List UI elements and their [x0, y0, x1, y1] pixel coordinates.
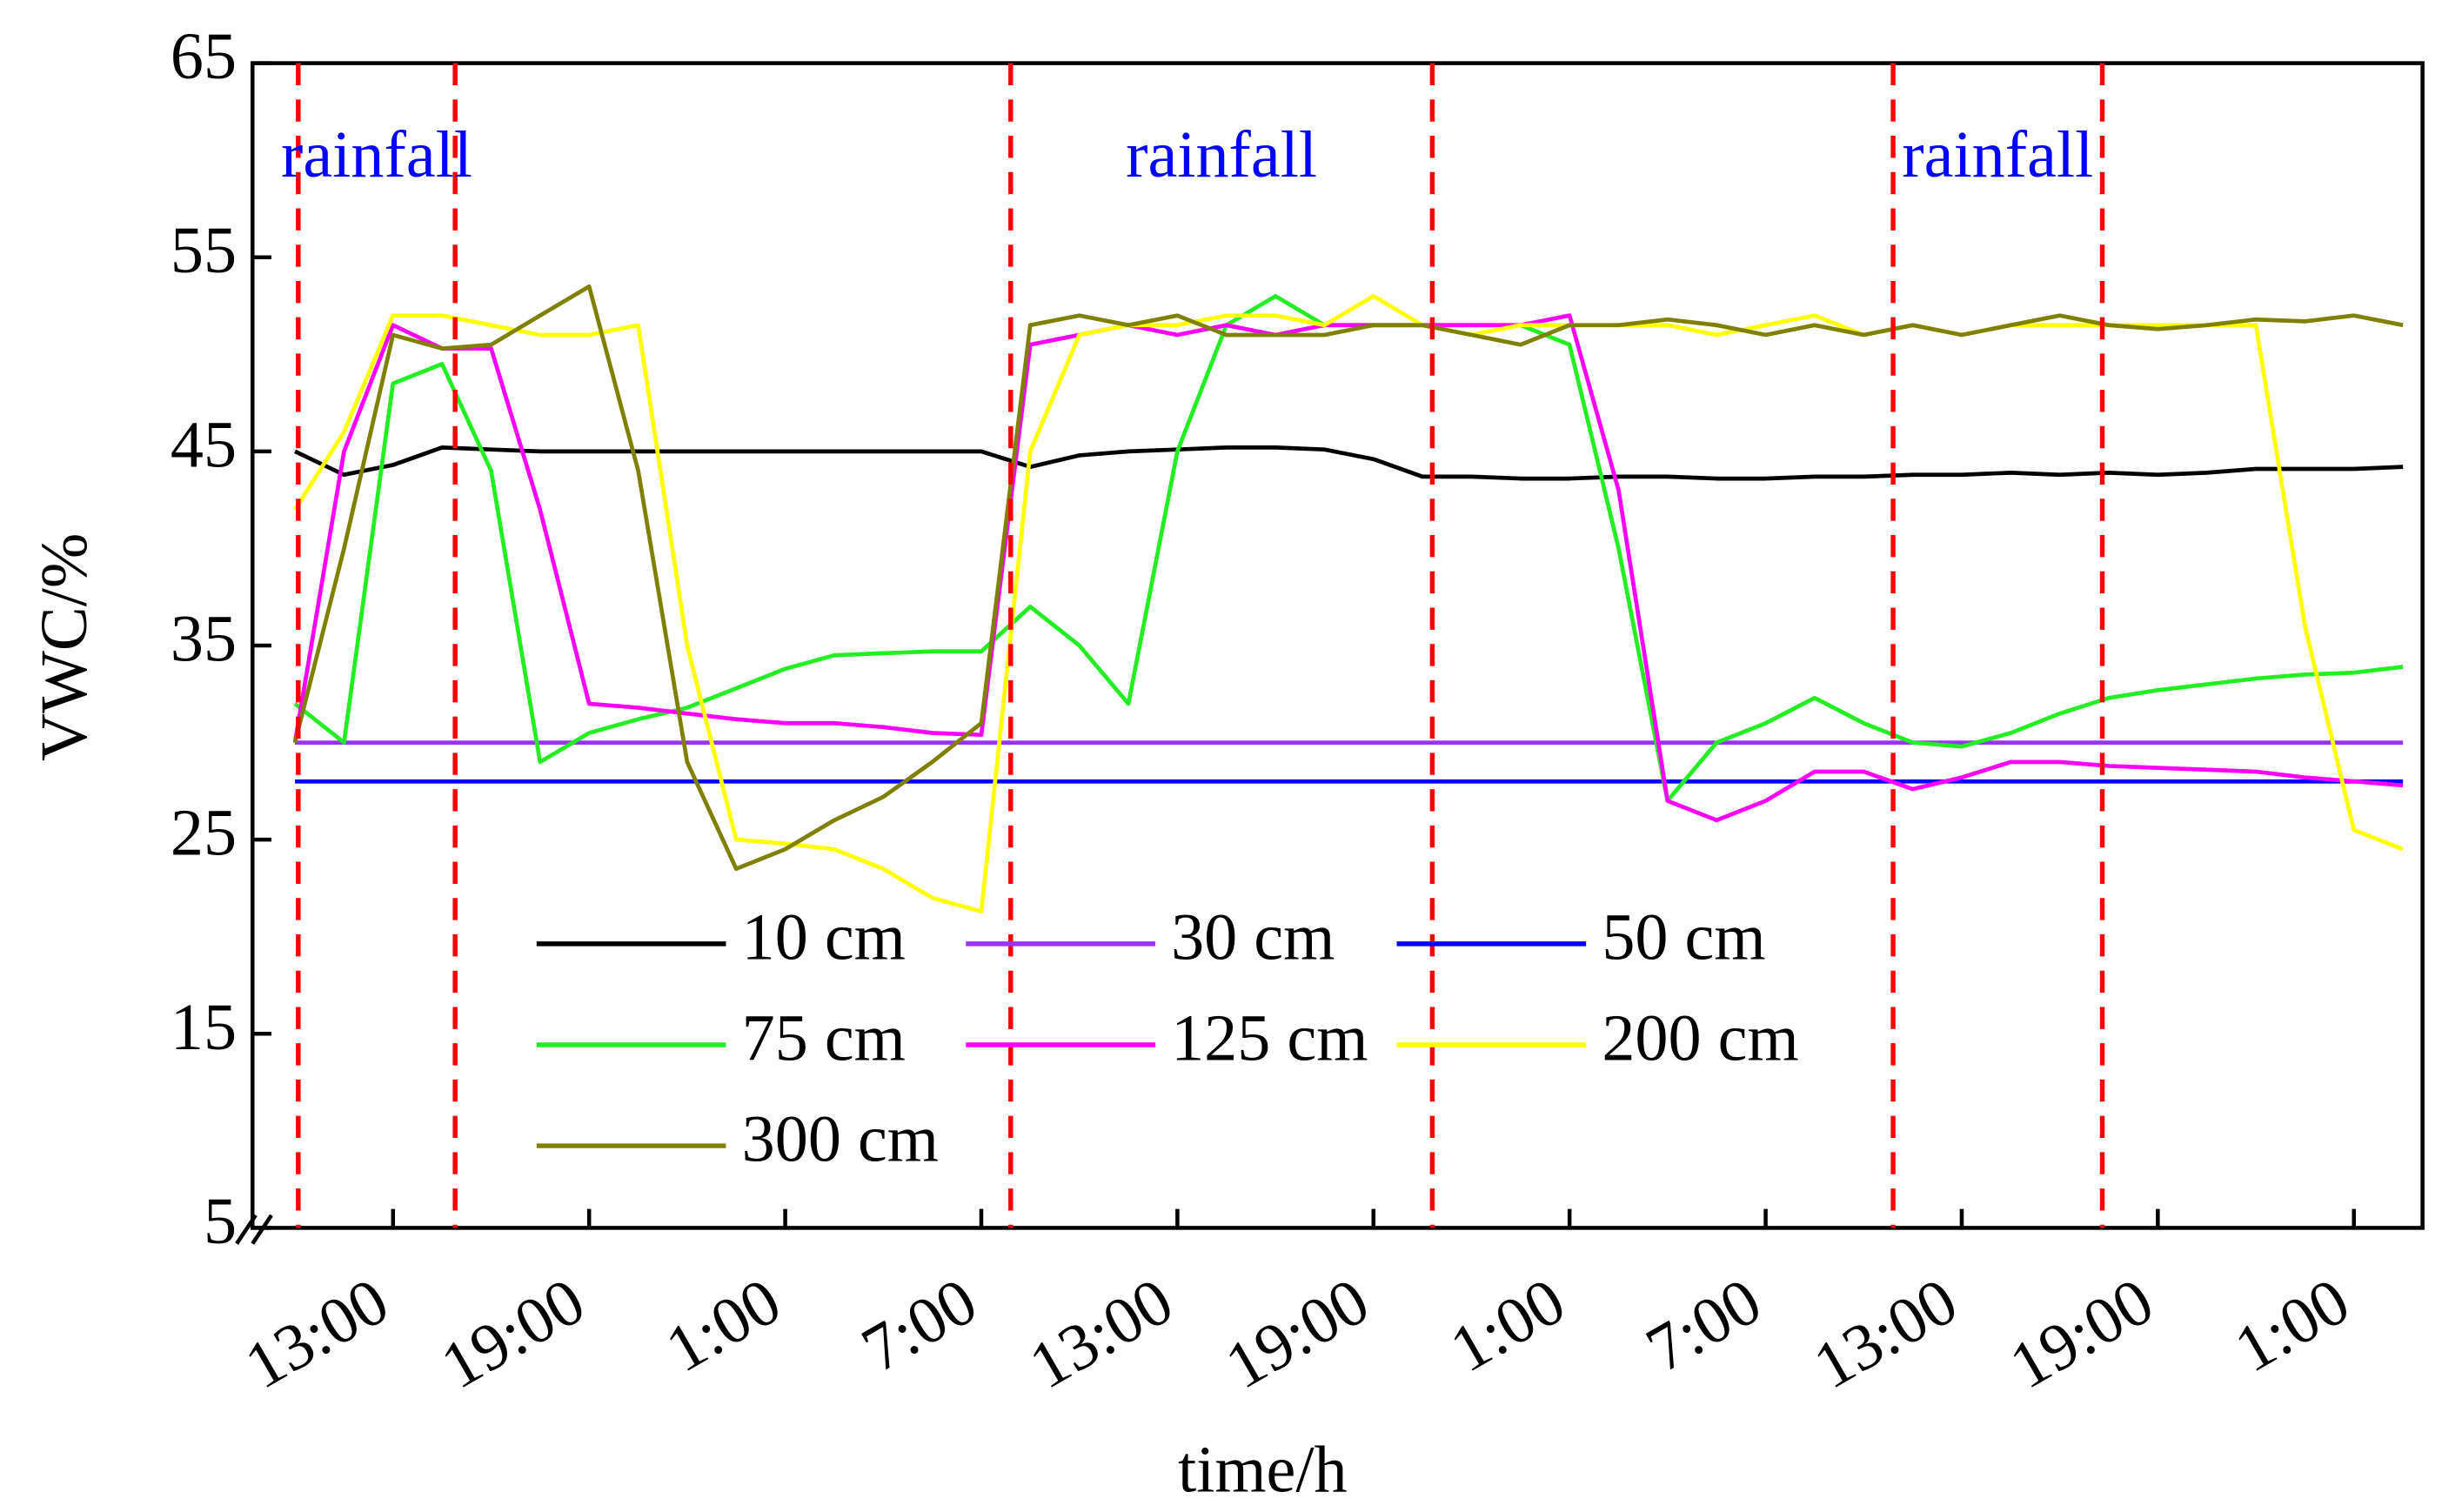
y-tick-label: 15: [171, 991, 237, 1064]
legend-label: 125 cm: [1171, 1001, 1368, 1074]
y-tick-label: 55: [171, 214, 237, 287]
y-tick-label: 25: [171, 797, 237, 870]
x-tick-label: 7:00: [850, 1264, 988, 1386]
x-axis-label: time/h: [1178, 1433, 1348, 1506]
x-tick-label: 19:00: [1998, 1264, 2165, 1403]
x-tick-label: 13:00: [1018, 1264, 1185, 1403]
legend-label: 75 cm: [742, 1001, 906, 1074]
rainfall-label: rainfall: [1902, 118, 2093, 191]
x-tick-label: 1:00: [2223, 1264, 2361, 1386]
x-tick-label: 13:00: [233, 1264, 400, 1403]
y-tick-label: 5: [204, 1185, 237, 1258]
x-tick-label: 13:00: [1802, 1264, 1969, 1403]
legend-label: 10 cm: [742, 900, 906, 973]
series-line: [294, 445, 2404, 481]
x-tick-label: 1:00: [654, 1264, 793, 1386]
legend-label: 200 cm: [1602, 1001, 1798, 1074]
x-tick-label: 19:00: [429, 1264, 596, 1403]
y-tick-label: 35: [171, 602, 237, 675]
series-line: [292, 313, 2404, 823]
rainfall-label: rainfall: [281, 118, 472, 191]
legend-label: 30 cm: [1171, 900, 1335, 973]
x-tick-label: 7:00: [1635, 1264, 1773, 1386]
y-tick-label: 65: [171, 20, 237, 93]
y-tick-label: 45: [171, 408, 237, 481]
x-tick-label: 19:00: [1214, 1264, 1381, 1403]
y-axis-label: VWC/%: [28, 533, 101, 761]
rainfall-label: rainfall: [1126, 118, 1317, 191]
series-line: [292, 284, 2404, 872]
legend-label: 50 cm: [1602, 900, 1765, 973]
x-tick-label: 1:00: [1438, 1264, 1576, 1386]
legend-label: 300 cm: [742, 1103, 939, 1176]
series-line: [293, 294, 2405, 914]
